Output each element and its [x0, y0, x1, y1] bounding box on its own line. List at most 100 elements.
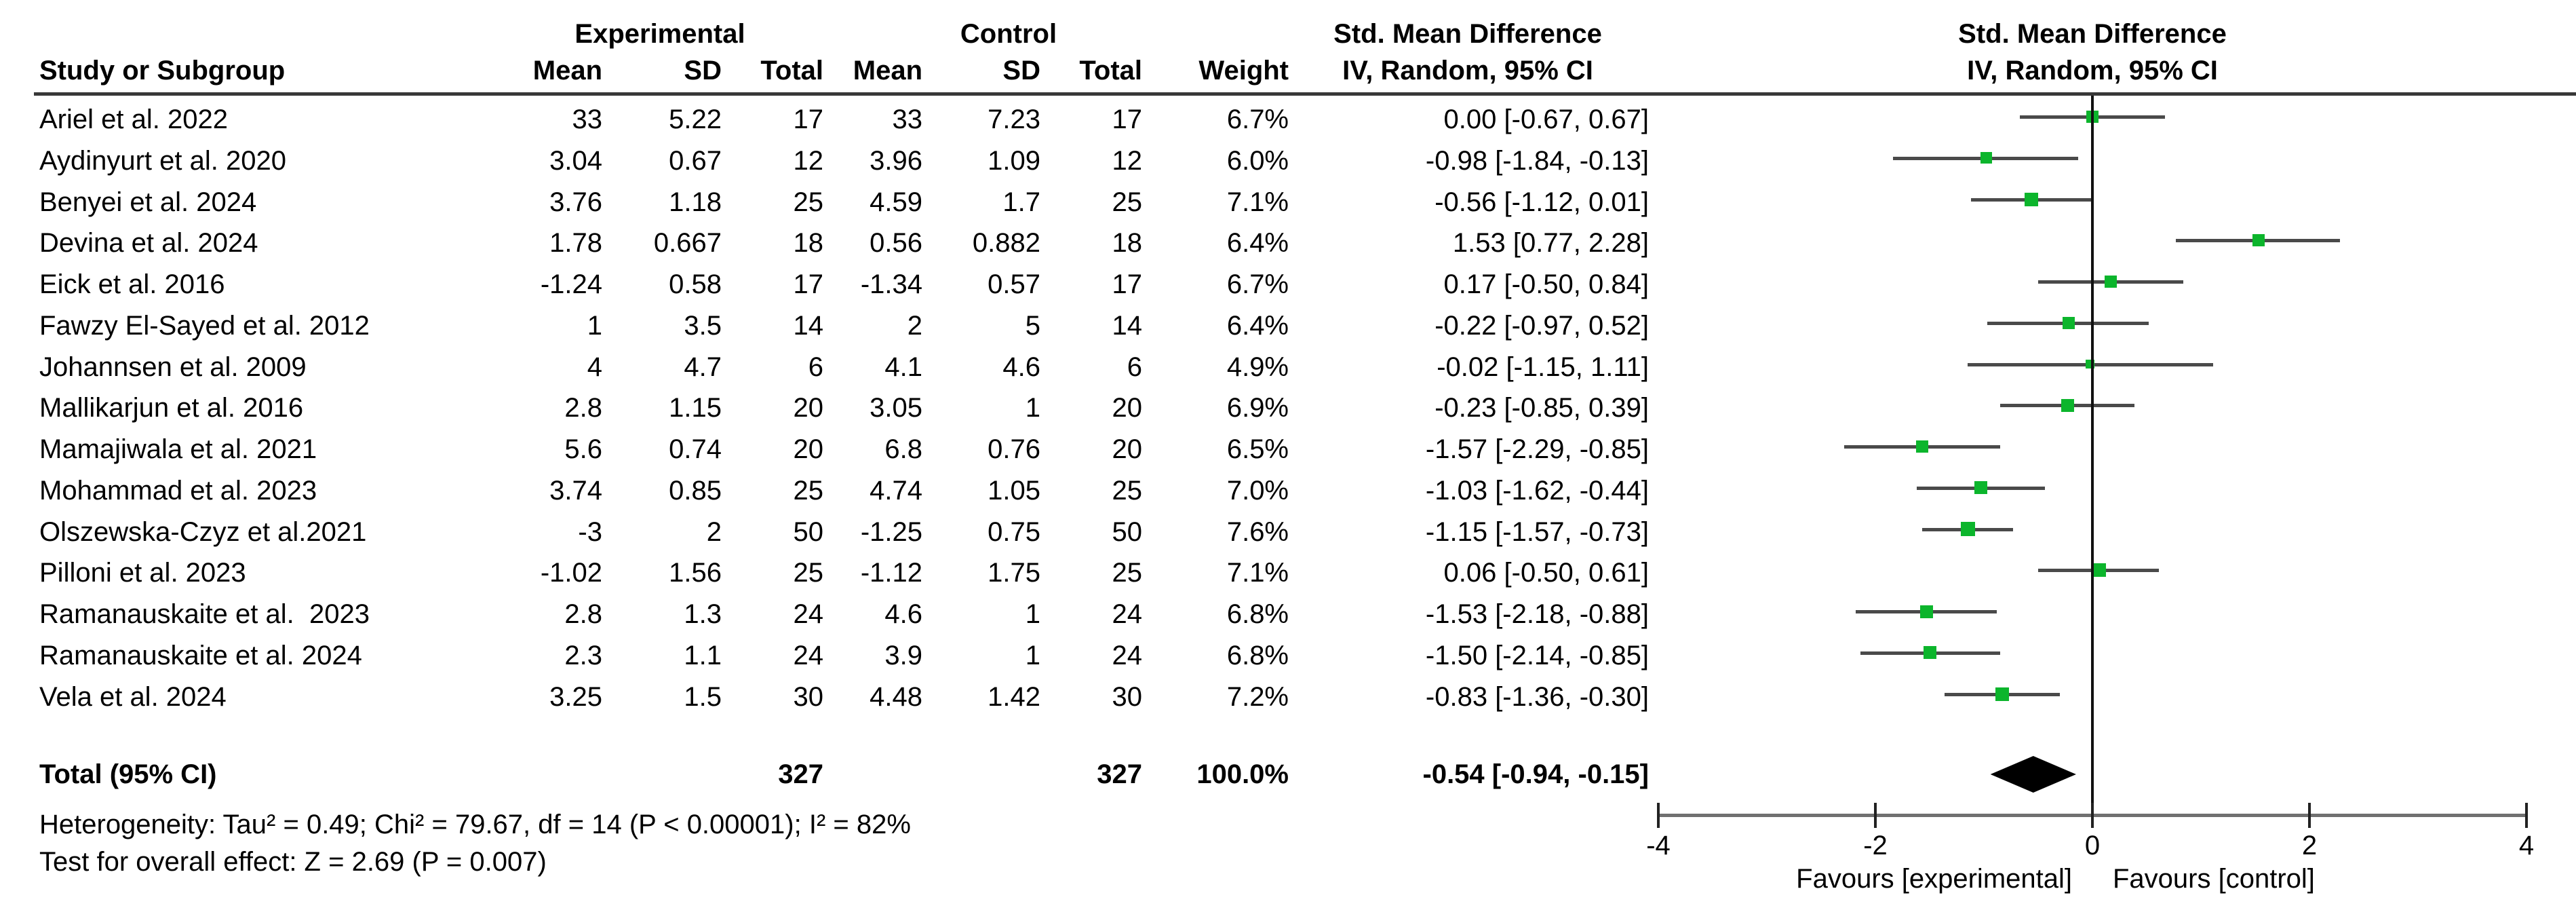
- study-name: Pilloni et al. 2023: [39, 558, 246, 588]
- cell-ctrl_mean: 4.74: [870, 475, 922, 506]
- cell-exp_total: 20: [793, 434, 824, 464]
- study-name: Ramanauskaite et al. 2023: [39, 599, 370, 629]
- cell-exp_sd: 1.18: [669, 187, 722, 217]
- cell-ctrl_total: 12: [1112, 145, 1143, 176]
- cell-ctrl_sd: 1.42: [988, 681, 1040, 712]
- effect-marker: [1919, 605, 1933, 618]
- cell-exp_total: 24: [793, 640, 824, 670]
- cell-weight: 6.5%: [1226, 434, 1289, 464]
- x-axis-tick-label: 4: [2518, 831, 2535, 860]
- cell-weight: 7.0%: [1226, 475, 1289, 506]
- cell-exp_sd: 0.667: [653, 228, 722, 259]
- cell-exp_sd: 1.56: [669, 558, 722, 588]
- cell-ctrl_mean: 0.56: [870, 228, 922, 259]
- cell-smd: -1.15 [-1.57, -0.73]: [1425, 516, 1649, 547]
- cell-ctrl_total: 17: [1112, 105, 1143, 134]
- effect-marker: [1915, 440, 1928, 453]
- cell-ctrl_total: 18: [1112, 228, 1143, 259]
- x-axis-tick: [2091, 803, 2094, 828]
- cell-exp_mean: 5.6: [564, 434, 602, 464]
- cell-ctrl_total: 24: [1112, 640, 1143, 670]
- cell-ctrl_sd: 7.23: [988, 105, 1040, 134]
- x-axis-tick: [2308, 803, 2311, 828]
- cell-ctrl_sd: 4.6: [1002, 352, 1040, 382]
- column-header-exp-sd: SD: [684, 56, 722, 86]
- cell-ctrl_mean: 3.96: [870, 145, 922, 176]
- cell-ctrl_total: 14: [1112, 310, 1143, 341]
- plot-column-title: Std. Mean Difference: [1958, 19, 2227, 49]
- cell-exp_total: 6: [808, 352, 823, 382]
- favours-left-label: Favours [experimental]: [1796, 864, 2072, 894]
- cell-ctrl_mean: 6.8: [884, 434, 922, 464]
- effect-column-title: Std. Mean Difference: [1333, 19, 1602, 49]
- cell-exp_total: 17: [793, 269, 824, 299]
- cell-smd: -0.23 [-0.85, 0.39]: [1435, 393, 1649, 423]
- cell-weight: 4.9%: [1226, 352, 1289, 382]
- cell-exp_sd: 0.85: [669, 475, 722, 506]
- total-label: Total (95% CI): [39, 759, 217, 789]
- cell-exp_sd: 4.7: [684, 352, 722, 382]
- cell-ctrl_sd: 1: [1025, 640, 1040, 670]
- cell-weight: 6.4%: [1226, 310, 1289, 341]
- total-smd: -0.54 [-0.94, -0.15]: [1422, 759, 1650, 789]
- cell-exp_sd: 0.67: [669, 145, 722, 176]
- effect-marker: [1974, 481, 1987, 495]
- cell-exp_total: 20: [793, 393, 824, 423]
- cell-exp_sd: 0.74: [669, 434, 722, 464]
- cell-ctrl_total: 6: [1127, 352, 1142, 382]
- cell-ctrl_sd: 1.7: [1002, 187, 1040, 217]
- study-name: Mohammad et al. 2023: [39, 475, 317, 506]
- study-name: Benyei et al. 2024: [39, 187, 257, 217]
- zero-reference-line: [2091, 96, 2094, 816]
- cell-ctrl_total: 50: [1112, 516, 1143, 547]
- heterogeneity-text: Heterogeneity: Tau² = 0.49; Chi² = 79.67…: [39, 810, 911, 839]
- effect-marker: [2092, 563, 2106, 578]
- column-header-effect-ci: IV, Random, 95% CI: [1342, 56, 1593, 86]
- cell-smd: 0.17 [-0.50, 0.84]: [1443, 269, 1649, 299]
- cell-ctrl_sd: 0.882: [972, 228, 1040, 259]
- effect-marker: [1995, 687, 2010, 701]
- effect-marker: [2062, 316, 2075, 329]
- favours-right-label: Favours [control]: [2113, 864, 2315, 894]
- cell-weight: 7.1%: [1226, 558, 1289, 588]
- cell-exp_sd: 0.58: [669, 269, 722, 299]
- group-header-experimental: Experimental: [574, 19, 745, 49]
- cell-smd: 0.00 [-0.67, 0.67]: [1443, 105, 1649, 134]
- cell-weight: 7.1%: [1226, 187, 1289, 217]
- column-header-study: Study or Subgroup: [39, 56, 286, 86]
- cell-ctrl_mean: 4.6: [884, 599, 922, 629]
- cell-exp_mean: -3: [578, 516, 602, 547]
- cell-smd: -0.56 [-1.12, 0.01]: [1435, 187, 1649, 217]
- cell-ctrl_mean: 4.48: [870, 681, 922, 712]
- cell-smd: -0.83 [-1.36, -0.30]: [1425, 681, 1649, 712]
- cell-weight: 6.8%: [1226, 640, 1289, 670]
- x-axis-tick: [1657, 803, 1660, 828]
- study-name: Johannsen et al. 2009: [39, 352, 307, 382]
- cell-exp_sd: 1.5: [684, 681, 722, 712]
- x-axis-tick-label: 2: [2301, 831, 2318, 860]
- column-header-ctrl-total: Total: [1079, 56, 1142, 86]
- study-name: Ramanauskaite et al. 2024: [39, 640, 362, 670]
- x-axis-tick-label: -2: [1863, 831, 1888, 860]
- cell-ctrl_total: 25: [1112, 558, 1143, 588]
- cell-exp_mean: 1.78: [549, 228, 602, 259]
- study-name: Aydinyurt et al. 2020: [39, 145, 286, 176]
- cell-exp_total: 25: [793, 558, 824, 588]
- effect-marker: [1960, 522, 1975, 536]
- study-name: Vela et al. 2024: [39, 681, 227, 712]
- total-weight: 100.0%: [1196, 759, 1289, 789]
- cell-smd: -1.50 [-2.14, -0.85]: [1425, 640, 1649, 670]
- effect-marker: [1980, 152, 1992, 164]
- study-name: Ariel et al. 2022: [39, 105, 228, 134]
- cell-smd: -1.53 [-2.18, -0.88]: [1425, 599, 1649, 629]
- pooled-effect-diamond: [1990, 756, 2076, 793]
- cell-exp_mean: 2.3: [564, 640, 602, 670]
- cell-exp_total: 25: [793, 187, 824, 217]
- cell-exp_total: 30: [793, 681, 824, 712]
- cell-exp_mean: 3.04: [549, 145, 602, 176]
- cell-exp_sd: 1.1: [684, 640, 722, 670]
- cell-ctrl_mean: 3.9: [884, 640, 922, 670]
- cell-exp_mean: 33: [572, 105, 603, 134]
- total-exp_total: 327: [778, 759, 823, 789]
